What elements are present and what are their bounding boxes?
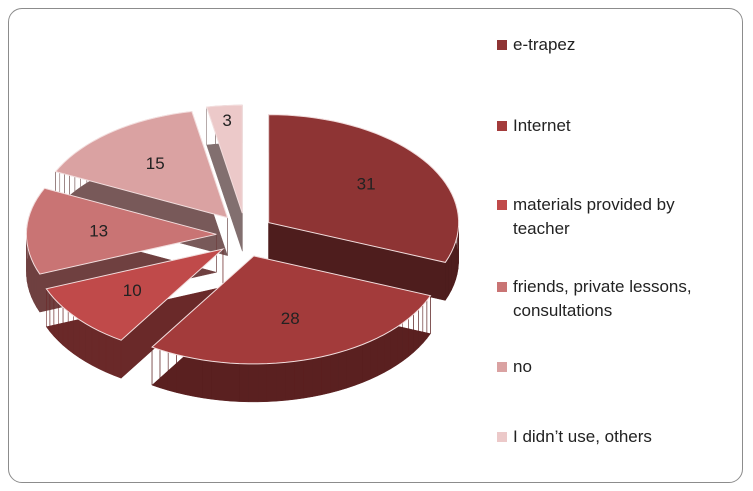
- legend-item: friends, private lessons, consultations: [497, 275, 727, 323]
- data-label: 15: [146, 154, 165, 173]
- legend-label: no: [513, 357, 532, 376]
- slice: [45, 248, 225, 341]
- legend-item: materials provided by teacher: [497, 193, 727, 241]
- legend-swatch: [497, 432, 507, 442]
- data-label: 13: [89, 222, 108, 241]
- legend-swatch: [497, 200, 507, 210]
- legend-label: friends, private lessons, consultations: [513, 277, 692, 320]
- legend-swatch: [497, 40, 507, 50]
- slice: [54, 110, 229, 219]
- slice: [25, 187, 217, 275]
- slice: [206, 104, 243, 214]
- legend-swatch: [497, 121, 507, 131]
- data-label: 3: [222, 111, 231, 130]
- data-label: 10: [123, 281, 142, 300]
- legend-label: materials provided by teacher: [513, 195, 675, 238]
- legend-label: e-trapez: [513, 35, 576, 54]
- legend-swatch: [497, 282, 507, 292]
- legend-swatch: [497, 362, 507, 372]
- slice: [268, 114, 460, 263]
- legend-item: no: [497, 355, 727, 379]
- data-label: 28: [281, 309, 300, 328]
- data-label: 31: [357, 174, 376, 193]
- chart-frame: [8, 8, 743, 483]
- legend-item: I didn’t use, others: [497, 425, 727, 449]
- legend-item: e-trapez: [497, 33, 727, 57]
- legend-label: Internet: [513, 116, 571, 135]
- legend-item: Internet: [497, 114, 727, 138]
- legend-label: I didn’t use, others: [513, 427, 652, 446]
- slice: [151, 255, 432, 365]
